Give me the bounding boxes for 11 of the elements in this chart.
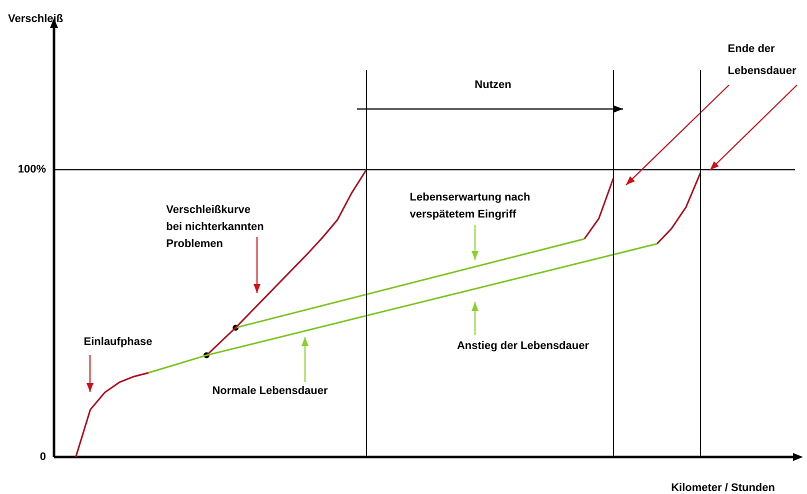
annotation: Normale Lebensdauer	[212, 385, 328, 398]
x-axis-title: Kilometer / Stunden	[671, 482, 776, 494]
annotation: Einlaufphase	[84, 336, 152, 348]
annotation: Verschleißkurve bei nichterkannten Problemen	[166, 204, 264, 250]
annotation: Lebenserwartung nach verspätetem Eingriff	[410, 192, 530, 221]
annotation: Ende der Lebensdauer	[728, 43, 797, 78]
y-tick-label: 0	[40, 451, 46, 464]
y-axis-title: Verschleiß	[8, 13, 64, 26]
y-tick-label: 100%	[18, 164, 46, 176]
annotation: Nutzen	[474, 79, 512, 92]
annotation: Anstieg der Lebensdauer	[456, 340, 590, 352]
